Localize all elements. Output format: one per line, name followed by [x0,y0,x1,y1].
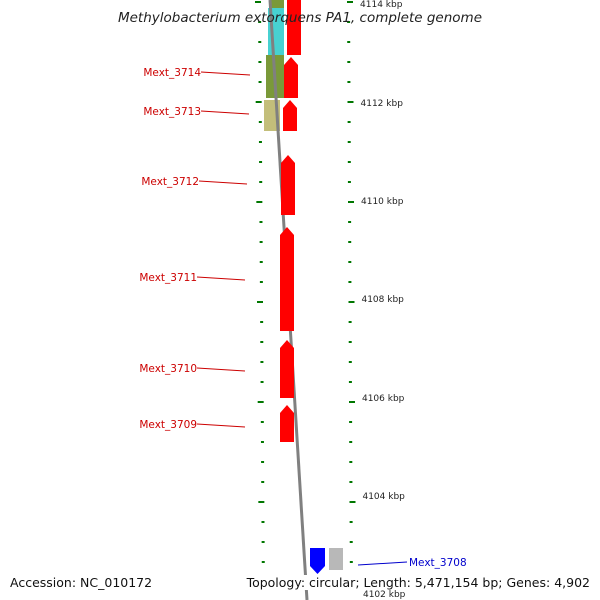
scale-label: 4114 kbp [360,0,403,10]
topology-value: circular; [309,575,360,590]
label-leader-line [200,71,251,76]
gene-label: Mext_3714 [143,67,201,79]
accession-label: Accession: [10,575,77,590]
length-label: Length: [363,575,411,590]
gene-arrow [280,405,294,442]
gene-label: Mext_3710 [139,363,197,375]
feature-block-olive [270,0,284,8]
gene-arrow [287,0,301,55]
genes-value: 4,902 [554,575,590,590]
label-leader-line [196,367,246,372]
genes-label: Genes: [506,575,551,590]
scale-label: 4110 kbp [361,197,404,207]
feature-block-gray [329,548,343,570]
gene-arrow [281,155,295,215]
gene-arrow [310,548,325,574]
scale-label: 4106 kbp [362,394,405,404]
gene-label: Mext_3709 [139,419,197,431]
accession-value: NC_010172 [80,575,153,590]
length-value: 5,471,154 bp; [414,575,503,590]
gene-label: Mext_3708 [409,557,467,569]
map-title: Methylobacterium extorquens PA1, complet… [117,10,483,26]
tick-marks [255,1,356,583]
genome-summary: Topology: circular; Length: 5,471,154 bp… [244,575,592,590]
scale-label: 4112 kbp [361,99,404,109]
gene-arrow [284,57,298,98]
gene-arrow [283,100,297,131]
scale-labels: 4114 kbp 4112 kbp 4110 kbp 4108 kbp 4106 kbp… [360,0,406,600]
gene-label: Mext_3711 [139,272,197,284]
topology-label: Topology: [246,575,306,590]
gene-labels: Mext_3714 Mext_3713 Mext_3712 Mext_3711 Mext… [139,67,466,569]
label-leader-line [196,423,246,428]
label-leader-line [200,110,250,115]
label-leader-line [357,561,408,566]
scale-label: 4104 kbp [362,492,405,502]
gene-arrow [280,340,294,398]
gene-arrow [280,227,294,331]
feature-track [264,0,343,570]
gene-label: Mext_3712 [141,176,199,188]
accession-info: Accession: NC_010172 [8,575,155,590]
label-leader-line [196,276,246,281]
label-leader-line [198,180,248,185]
gene-label: Mext_3713 [143,106,201,118]
scale-label: 4102 kbp [363,590,406,600]
scale-label: 4108 kbp [361,295,404,305]
gene-track [280,0,325,574]
